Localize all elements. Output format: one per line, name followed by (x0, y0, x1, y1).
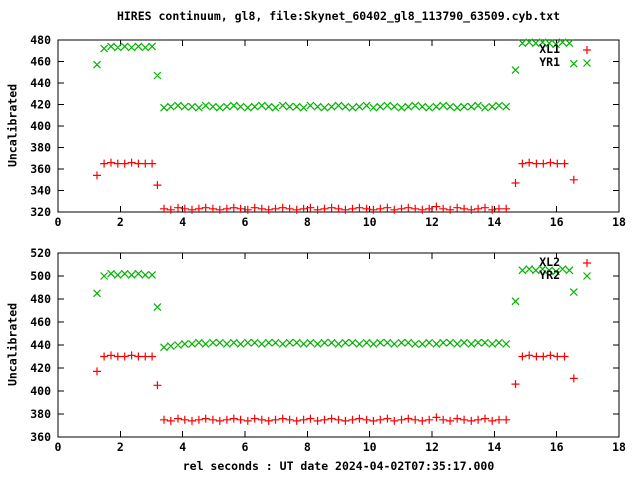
y-tick-label: 440 (30, 76, 51, 90)
x-tick-label: 14 (487, 215, 501, 229)
x-tick-label: 10 (363, 215, 377, 229)
y-tick-label: 340 (30, 184, 51, 198)
y-tick-label: 360 (30, 162, 51, 176)
y-tick-label: 480 (30, 292, 51, 306)
y-tick-label: 320 (30, 205, 51, 219)
x-axis-label: rel seconds : UT date 2024-04-02T07:35:1… (182, 459, 495, 473)
y-axis-label-bottom: Uncalibrated (5, 302, 20, 387)
y-tick-label: 380 (30, 407, 51, 421)
panel-bottom: 0 2 4 6 8 10 12 14 16 18 360 380 400 420 440 460 480 500 5… (30, 246, 626, 454)
y-tick-label: 420 (30, 98, 51, 112)
legend-label-XL2: XL2 (539, 255, 560, 269)
x-tick-label: 12 (425, 215, 439, 229)
tick-labels: 0 2 4 6 8 10 12 14 16 18 320 340 360 380 400 420 440 460 4… (30, 33, 626, 229)
x-tick-label: 2 (117, 440, 124, 454)
x-tick-label: 4 (179, 215, 186, 229)
x-tick-label: 16 (550, 440, 564, 454)
y-tick-label: 480 (30, 33, 51, 47)
x-tick-label: 18 (612, 215, 626, 229)
x-tick-label: 8 (304, 215, 311, 229)
x-tick-label: 10 (363, 440, 377, 454)
x-tick-label: 18 (612, 440, 626, 454)
y-tick-label: 400 (30, 119, 51, 133)
y-axis-label-top: Uncalibrated (5, 83, 20, 168)
y-tick-label: 440 (30, 338, 51, 352)
y-tick-label: 500 (30, 269, 51, 283)
axis-ticks (57, 252, 620, 438)
legend-marker-YR2 (583, 272, 591, 280)
y-tick-label: 520 (30, 246, 51, 260)
y-tick-label: 400 (30, 384, 51, 398)
y-tick-label: 460 (30, 55, 51, 69)
plot-frame (57, 252, 620, 438)
x-tick-label: 8 (304, 440, 311, 454)
x-tick-label: 12 (425, 440, 439, 454)
series-XL2-markers (93, 351, 578, 425)
y-tick-label: 380 (30, 141, 51, 155)
y-tick-label: 360 (30, 430, 51, 444)
legend-marker-XL1 (583, 46, 591, 54)
legend-marker-YR1 (583, 59, 591, 67)
y-tick-label: 420 (30, 361, 51, 375)
legend-marker-XL2 (583, 259, 591, 267)
plot-frame (57, 39, 620, 213)
y-tick-label: 460 (30, 315, 51, 329)
x-tick-label: 0 (55, 215, 62, 229)
x-tick-label: 2 (117, 215, 124, 229)
axis-ticks (57, 39, 620, 213)
tick-labels: 0 2 4 6 8 10 12 14 16 18 360 380 400 420 440 460 480 500 5… (30, 246, 626, 454)
chart-title: HIRES continuum, gl8, file:Skynet_60402_… (116, 9, 561, 23)
legend-label-XL1: XL1 (539, 42, 560, 56)
x-tick-label: 16 (550, 215, 564, 229)
x-tick-label: 4 (179, 440, 186, 454)
legend-label-YR1: YR1 (539, 55, 560, 69)
x-tick-label: 0 (55, 440, 62, 454)
series-YR2-markers (93, 265, 578, 352)
panel-top: 0 2 4 6 8 10 12 14 16 18 320 340 360 380 400 420 440 460 4… (30, 33, 626, 229)
x-tick-label: 6 (242, 215, 249, 229)
series-XL1-markers (93, 158, 578, 214)
series-YR1-markers (93, 38, 578, 112)
x-tick-label: 6 (242, 440, 249, 454)
legend-label-YR2: YR2 (539, 268, 560, 282)
x-tick-label: 14 (487, 440, 501, 454)
